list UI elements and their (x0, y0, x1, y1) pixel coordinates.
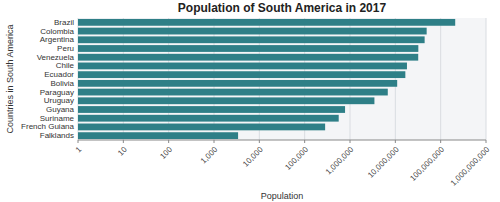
grid-line (350, 18, 351, 140)
y-tick-label: Peru (57, 44, 74, 53)
bar (78, 71, 405, 78)
y-tick-label: Brazil (54, 18, 74, 27)
y-tick-label: Falklands (40, 131, 74, 140)
x-tick-label: 100,000,000 (408, 145, 446, 183)
grid-line (214, 18, 215, 140)
y-axis-label: Countries in South America (5, 24, 15, 133)
x-axis-line (78, 140, 486, 141)
bar (78, 89, 388, 96)
y-tick-label: Uruguay (44, 96, 74, 105)
bar (78, 45, 418, 52)
title: Population of South America in 2017 (178, 1, 387, 15)
bar (78, 106, 345, 113)
bar (78, 63, 407, 70)
bar (78, 124, 325, 131)
bar (78, 19, 455, 26)
y-tick-label: Argentina (40, 35, 75, 44)
y-tick-label: Colombia (40, 27, 74, 36)
grid-line (486, 18, 487, 140)
y-tick-label: Venezuela (37, 53, 75, 62)
grid-line (259, 18, 260, 140)
bar (78, 115, 339, 122)
y-axis: BrazilColombiaArgentinaPeruVenezuelaChil… (21, 18, 74, 140)
bar (78, 36, 425, 43)
y-tick-label: Guyana (46, 105, 75, 114)
grid-line (168, 18, 169, 140)
y-tick-label: Paraguay (40, 88, 74, 97)
bar (78, 54, 418, 61)
chart: 1 10 100 1,000 10,000 100,000 1,000,000 10,000,… (0, 0, 500, 202)
x-tick-label: 100 (158, 145, 174, 161)
x-tick-label: 10,000,000 (366, 145, 401, 180)
grid-line (78, 18, 79, 140)
x-tick-label: 10,000 (241, 145, 265, 169)
grid-line (123, 18, 124, 140)
y-tick-label: Suriname (40, 114, 75, 123)
y-tick-label: Ecuador (44, 70, 74, 79)
bar (78, 80, 397, 87)
grid-line (304, 18, 305, 140)
bars (78, 19, 455, 139)
bar (78, 97, 374, 104)
grid-line (395, 18, 396, 140)
plot-area (78, 18, 486, 140)
x-tick-label: 1,000 (199, 145, 220, 166)
x-tick-label: 100,000 (283, 145, 310, 172)
grid-line (440, 18, 441, 140)
y-tick-label: French Guiana (21, 122, 74, 131)
x-tick-label: 1 (74, 145, 84, 155)
y-tick-label: Chile (56, 61, 75, 70)
x-axis: 1 10 100 1,000 10,000 100,000 1,000,000 10,000,… (74, 140, 492, 188)
bar (78, 28, 427, 35)
x-tick-label: 10 (116, 145, 129, 158)
bar (78, 132, 238, 139)
x-axis-label: Population (261, 191, 304, 201)
x-tick-label: 1,000,000,000 (449, 145, 492, 188)
x-tick-label: 1,000,000 (324, 145, 356, 177)
y-tick-label: Bolivia (50, 79, 74, 88)
